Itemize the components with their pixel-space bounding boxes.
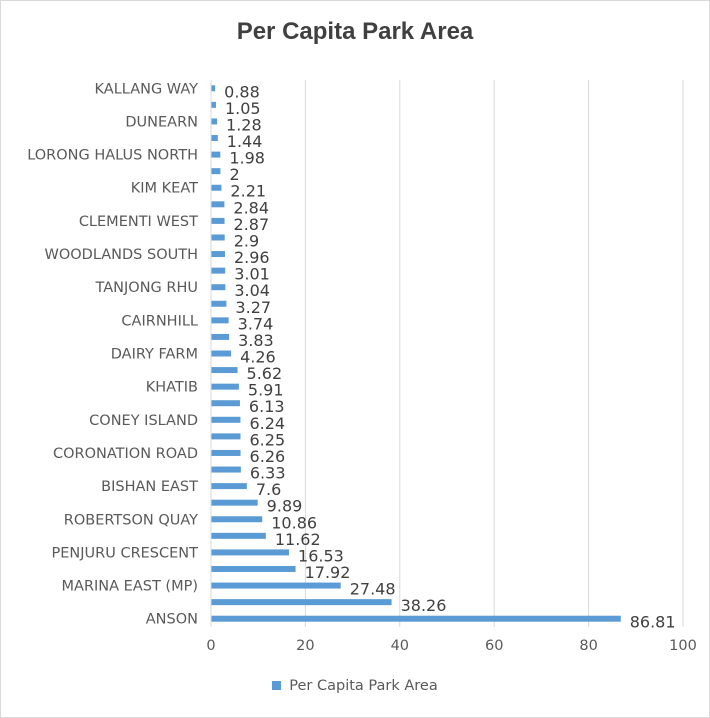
bar — [211, 300, 227, 307]
bar — [211, 267, 226, 274]
x-tick-label: 60 — [485, 638, 503, 654]
bar — [211, 201, 225, 208]
category-label: MARINA EAST (MP) — [62, 579, 198, 595]
data-label: 5.91 — [248, 381, 284, 400]
bar — [211, 483, 247, 490]
x-tick-label: 100 — [669, 638, 697, 654]
x-tick-label: 20 — [296, 638, 314, 654]
category-label: DUNEARN — [125, 114, 198, 130]
bar — [211, 350, 232, 357]
data-label: 3.74 — [238, 314, 274, 333]
bar — [211, 549, 290, 556]
data-label: 1.44 — [227, 132, 263, 151]
data-label: 1.98 — [229, 149, 265, 168]
data-label: 6.26 — [250, 447, 286, 466]
bar — [211, 615, 621, 622]
data-label: 86.81 — [630, 613, 676, 632]
bar — [211, 400, 240, 407]
x-tick-label: 40 — [391, 638, 409, 654]
category-label: KHATIB — [146, 380, 198, 396]
legend-label: Per Capita Park Area — [289, 678, 438, 694]
data-label: 27.48 — [350, 580, 396, 599]
data-label: 16.53 — [298, 546, 344, 565]
data-label: 4.26 — [240, 348, 276, 367]
chart-title: Per Capita Park Area — [236, 18, 474, 45]
bar — [211, 433, 241, 440]
data-label: 2.84 — [233, 198, 269, 217]
data-label: 11.62 — [275, 530, 321, 549]
bar — [211, 333, 230, 340]
bar — [211, 499, 258, 506]
data-label: 2.9 — [234, 231, 259, 250]
data-label: 2.87 — [234, 215, 270, 234]
data-label: 6.25 — [250, 430, 286, 449]
bar — [211, 85, 216, 92]
data-label: 17.92 — [305, 563, 351, 582]
bar — [211, 251, 225, 258]
data-label: 3.83 — [238, 331, 274, 350]
bar — [211, 284, 226, 291]
bar — [211, 383, 239, 390]
data-label: 1.28 — [226, 115, 262, 134]
bar — [211, 532, 266, 539]
bar — [211, 599, 392, 606]
bar — [211, 234, 225, 241]
category-label: ANSON — [146, 612, 198, 628]
bar — [211, 168, 221, 175]
x-tick-label: 80 — [579, 638, 597, 654]
category-label: CLEMENTI WEST — [79, 214, 198, 230]
bar — [211, 466, 241, 473]
category-label: TANJONG RHU — [95, 280, 198, 296]
data-label: 1.05 — [225, 99, 261, 118]
category-label: CAIRNHILL — [121, 313, 198, 329]
bar — [211, 449, 241, 456]
category-label: LORONG HALUS NORTH — [27, 148, 198, 164]
data-label: 10.86 — [271, 513, 317, 532]
category-label: PENJURU CRESCENT — [52, 545, 199, 561]
bar — [211, 367, 238, 374]
data-label: 6.13 — [249, 397, 285, 416]
data-label: 7.6 — [256, 480, 281, 499]
bar — [211, 151, 221, 158]
data-label: 38.26 — [401, 596, 447, 615]
category-label: WOODLANDS SOUTH — [45, 247, 198, 263]
category-label: CORONATION ROAD — [53, 446, 198, 462]
category-label: BISHAN EAST — [101, 479, 198, 495]
bar — [211, 101, 216, 108]
bar — [211, 516, 263, 523]
bar — [211, 217, 225, 224]
data-label: 5.62 — [247, 364, 283, 383]
legend-swatch — [272, 680, 282, 690]
data-label: 9.89 — [267, 497, 303, 516]
legend: Per Capita Park Area — [0, 678, 710, 694]
data-label: 2 — [229, 165, 239, 184]
x-tick-label: 0 — [206, 638, 215, 654]
bar — [211, 184, 222, 191]
data-label: 2.21 — [230, 182, 266, 201]
data-label: 3.27 — [235, 298, 271, 317]
data-label: 6.24 — [249, 414, 285, 433]
data-label: 2.96 — [234, 248, 270, 267]
bar — [211, 118, 218, 125]
data-label: 0.88 — [224, 82, 260, 101]
data-label: 6.33 — [250, 464, 286, 483]
category-label: DAIRY FARM — [111, 347, 198, 363]
bar — [211, 416, 241, 423]
bar — [211, 582, 341, 589]
bar — [211, 565, 296, 572]
category-label: KIM KEAT — [131, 181, 198, 197]
category-label: CONEY ISLAND — [89, 413, 198, 429]
data-label: 3.04 — [234, 281, 270, 300]
bar — [211, 317, 229, 324]
bar — [211, 135, 218, 142]
category-label: KALLANG WAY — [95, 81, 199, 97]
data-label: 3.01 — [234, 265, 270, 284]
category-label: ROBERTSON QUAY — [64, 512, 198, 528]
